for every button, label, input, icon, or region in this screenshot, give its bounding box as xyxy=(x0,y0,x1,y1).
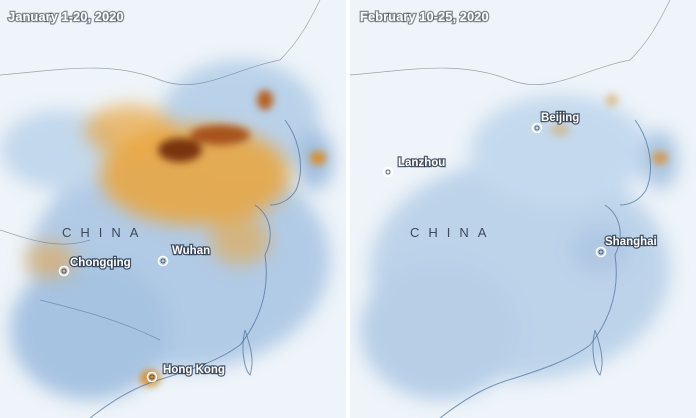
country-label: CHINA xyxy=(410,225,495,240)
right-map xyxy=(350,0,696,418)
city-label: Chongqing xyxy=(70,257,131,269)
left-map xyxy=(0,0,346,418)
panel-title: January 1-20, 2020 xyxy=(8,9,124,24)
panel-title: February 10-25, 2020 xyxy=(360,9,489,24)
city-label: Shanghai xyxy=(605,236,657,248)
city-label: Wuhan xyxy=(172,245,210,257)
country-label: CHINA xyxy=(62,225,147,240)
city-label: Lanzhou xyxy=(398,157,445,169)
city-label: Beijing xyxy=(541,112,579,124)
city-label: Hong Kong xyxy=(163,364,225,376)
